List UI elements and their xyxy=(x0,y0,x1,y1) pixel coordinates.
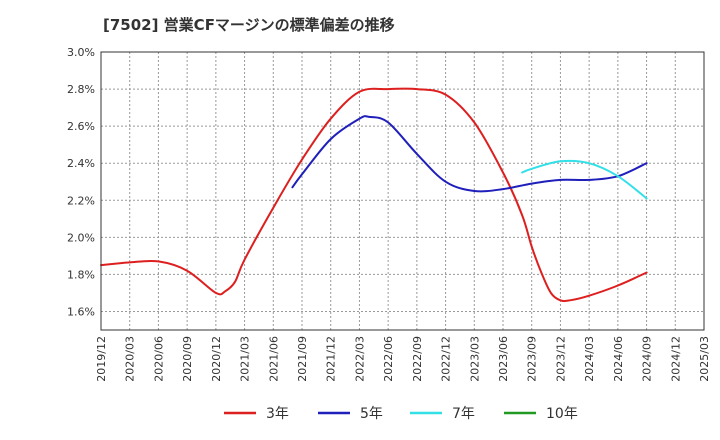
x-tick-label: 2021/12 xyxy=(325,336,338,382)
x-tick-label: 2022/03 xyxy=(353,336,366,382)
y-tick-label: 2.6% xyxy=(67,120,95,133)
legend-label: 10年 xyxy=(546,406,578,422)
x-tick-label: 2023/03 xyxy=(468,336,481,382)
legend-item-0: 3年 xyxy=(224,406,289,422)
legend-label: 5年 xyxy=(360,406,383,422)
legend-label: 3年 xyxy=(266,406,289,422)
legend-item-3: 10年 xyxy=(504,406,578,422)
x-tick-label: 2023/12 xyxy=(554,336,567,382)
x-tick-label: 2024/12 xyxy=(669,336,682,382)
x-tick-label: 2019/12 xyxy=(95,336,108,382)
x-axis: 2019/12 2020/03 2020/06 2020/09 2020/12 2021/… xyxy=(95,336,711,382)
plot-area xyxy=(101,52,704,330)
x-tick-label: 2020/06 xyxy=(152,336,165,382)
legend-item-1: 5年 xyxy=(318,406,383,422)
y-tick-label: 3.0% xyxy=(67,46,95,59)
x-tick-label: 2020/03 xyxy=(124,336,137,382)
plot-border xyxy=(100,51,705,331)
y-tick-label: 1.8% xyxy=(67,268,95,281)
series-lines xyxy=(100,87,648,303)
x-tick-label: 2023/09 xyxy=(526,336,539,382)
x-tick-label: 2024/06 xyxy=(612,336,625,382)
series-line-1 xyxy=(291,115,648,193)
x-tick-label: 2021/09 xyxy=(296,336,309,382)
chart-title: [7502] 営業CFマージンの標準偏差の推移 xyxy=(103,16,395,34)
series-line-2 xyxy=(521,159,648,200)
x-tick-label: 2022/09 xyxy=(411,336,424,382)
x-tick-label: 2020/09 xyxy=(181,336,194,382)
x-tick-label: 2025/03 xyxy=(698,336,711,382)
legend-item-2: 7年 xyxy=(410,406,475,422)
x-tick-label: 2024/03 xyxy=(583,336,596,382)
y-tick-label: 1.6% xyxy=(67,305,95,318)
y-tick-label: 2.8% xyxy=(67,83,95,96)
x-tick-label: 2020/12 xyxy=(210,336,223,382)
series-line-0 xyxy=(100,87,648,303)
x-tick-label: 2021/03 xyxy=(239,336,252,382)
legend: 3年 5年 7年 10年 xyxy=(224,406,578,422)
y-tick-label: 2.4% xyxy=(67,157,95,170)
x-tick-label: 2022/06 xyxy=(382,336,395,382)
x-tick-label: 2022/12 xyxy=(440,336,453,382)
legend-label: 7年 xyxy=(452,406,475,422)
y-tick-label: 2.0% xyxy=(67,231,95,244)
x-tick-label: 2024/09 xyxy=(641,336,654,382)
y-tick-label: 2.2% xyxy=(67,194,95,207)
y-axis: 1.6% 1.8% 2.0% 2.2% 2.4% 2.6% 2.8% 3.0% xyxy=(67,46,95,318)
x-tick-label: 2023/06 xyxy=(497,336,510,382)
x-tick-label: 2021/06 xyxy=(267,336,280,382)
